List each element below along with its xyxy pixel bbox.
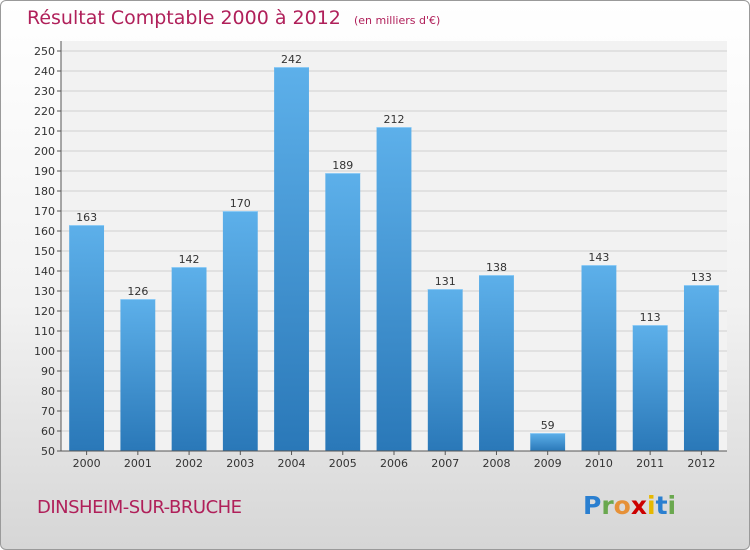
x-tick-label-2004: 2004: [278, 457, 306, 470]
bar-2004: [274, 67, 309, 451]
x-tick-label-2003: 2003: [226, 457, 254, 470]
brand-letter: t: [655, 491, 668, 520]
value-label-2009: 59: [541, 419, 555, 432]
bar-2001: [120, 299, 156, 451]
bar-2006: [376, 127, 412, 451]
y-tick-label: 130: [34, 285, 55, 298]
value-label-2011: 113: [640, 311, 661, 324]
value-label-2007: 131: [435, 275, 456, 288]
brand-letter: r: [601, 491, 614, 520]
y-tick-label: 210: [34, 125, 55, 138]
value-label-2000: 163: [76, 211, 97, 224]
value-label-2003: 170: [230, 197, 251, 210]
title-row: Résultat Comptable 2000 à 2012 (en milli…: [27, 7, 440, 29]
value-label-2006: 212: [384, 113, 405, 126]
y-tick-label: 220: [34, 105, 55, 118]
y-tick-label: 80: [41, 385, 55, 398]
bar-layer: 163 126 142 170 242 189 212 131 138 59 143 113 133: [69, 53, 719, 451]
x-tick-label-2012: 2012: [687, 457, 715, 470]
bar-2000: [69, 225, 105, 451]
value-label-2001: 126: [127, 285, 148, 298]
y-tick-label: 240: [34, 65, 55, 78]
x-tick-label-2002: 2002: [175, 457, 203, 470]
y-tick-label: 160: [34, 225, 55, 238]
x-tick-label-2009: 2009: [534, 457, 562, 470]
y-tick-label: 100: [34, 345, 55, 358]
bar-2002: [171, 267, 207, 451]
y-tick-label: 90: [41, 365, 55, 378]
chart-subtitle: (en milliers d'€): [353, 14, 441, 27]
x-tick-label-2001: 2001: [124, 457, 152, 470]
value-label-2008: 138: [486, 261, 507, 274]
brand-letter: x: [630, 491, 647, 520]
y-tick-label: 70: [41, 405, 55, 418]
y-tick-label: 190: [34, 165, 55, 178]
bar-2003: [222, 211, 258, 451]
bar-2010: [581, 265, 617, 451]
brand-letter: i: [647, 491, 656, 520]
x-tick-label-2006: 2006: [380, 457, 408, 470]
value-label-2010: 143: [588, 251, 609, 264]
y-tick-label: 140: [34, 265, 55, 278]
x-tick-label-2000: 2000: [73, 457, 101, 470]
brand-letter: P: [583, 491, 602, 520]
value-label-2005: 189: [332, 159, 353, 172]
brand-logo: Proxiti: [583, 491, 676, 520]
chart-title: Résultat Comptable 2000 à 2012: [27, 7, 341, 29]
x-tick-label-2010: 2010: [585, 457, 613, 470]
bar-2005: [325, 173, 361, 451]
brand-letter: o: [613, 491, 631, 520]
y-tick-label: 150: [34, 245, 55, 258]
y-tick-label: 170: [34, 205, 55, 218]
x-tick-label-2007: 2007: [431, 457, 459, 470]
brand-letter: i: [667, 491, 677, 520]
value-label-2012: 133: [691, 271, 712, 284]
bar-2008: [479, 275, 514, 451]
value-label-2004: 242: [281, 53, 302, 66]
x-tick-label-2005: 2005: [329, 457, 357, 470]
bar-2009: [530, 433, 566, 451]
y-tick-label: 60: [41, 425, 55, 438]
y-tick-label: 230: [34, 85, 55, 98]
x-tick-label-2011: 2011: [636, 457, 664, 470]
y-tick-label: 110: [34, 325, 55, 338]
y-tick-label: 180: [34, 185, 55, 198]
y-tick-label: 200: [34, 145, 55, 158]
bar-2012: [683, 285, 719, 451]
y-tick-label: 120: [34, 305, 55, 318]
bar-2011: [632, 325, 668, 451]
town-name: DINSHEIM-SUR-BRUCHE: [37, 497, 242, 518]
y-tick-label: 250: [34, 45, 55, 58]
value-label-2002: 142: [179, 253, 200, 266]
bar-2007: [427, 289, 463, 451]
axis-layer: 50 60 70 80 90 100 110 120 130 140 150 160 170 180 190…: [34, 41, 727, 470]
y-tick-label: 50: [41, 445, 55, 458]
x-tick-label-2008: 2008: [482, 457, 510, 470]
